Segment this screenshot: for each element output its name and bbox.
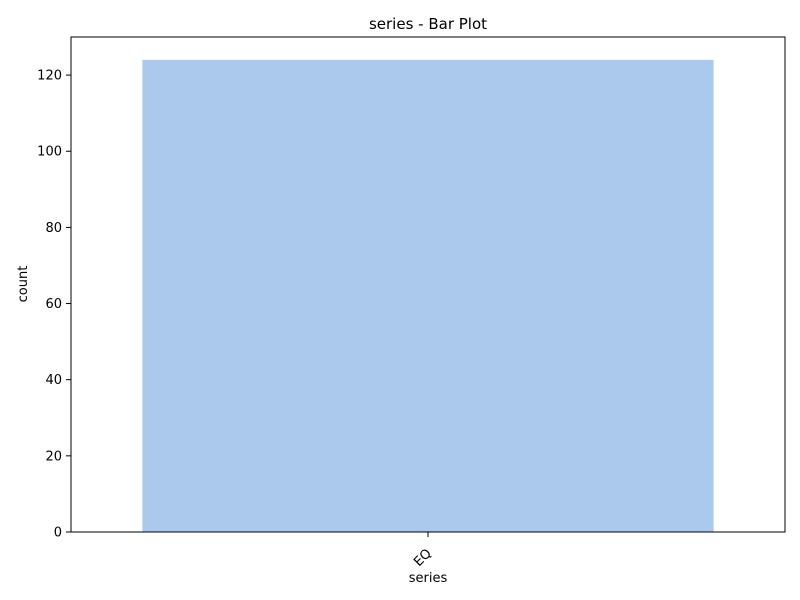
- y-axis-label: count: [16, 266, 31, 303]
- y-tick-label: 40: [45, 373, 62, 388]
- y-tick-label: 0: [54, 526, 62, 541]
- x-tick-label: EQ: [411, 546, 435, 570]
- y-tick-label: 80: [45, 221, 62, 236]
- y-tick-label: 100: [37, 145, 62, 160]
- x-axis-label: series: [409, 571, 448, 586]
- y-tick-label: 120: [37, 69, 62, 84]
- plot-frame: [70, 36, 786, 533]
- bars: [142, 59, 714, 532]
- x-axis-ticks: EQ: [411, 532, 435, 570]
- chart-title: series - Bar Plot: [369, 15, 487, 33]
- y-axis-ticks: 0 20 40 60 80 100 120: [37, 69, 71, 541]
- bar-eq: [142, 59, 714, 532]
- y-tick-label: 60: [45, 297, 62, 312]
- y-tick-label: 20: [45, 449, 62, 464]
